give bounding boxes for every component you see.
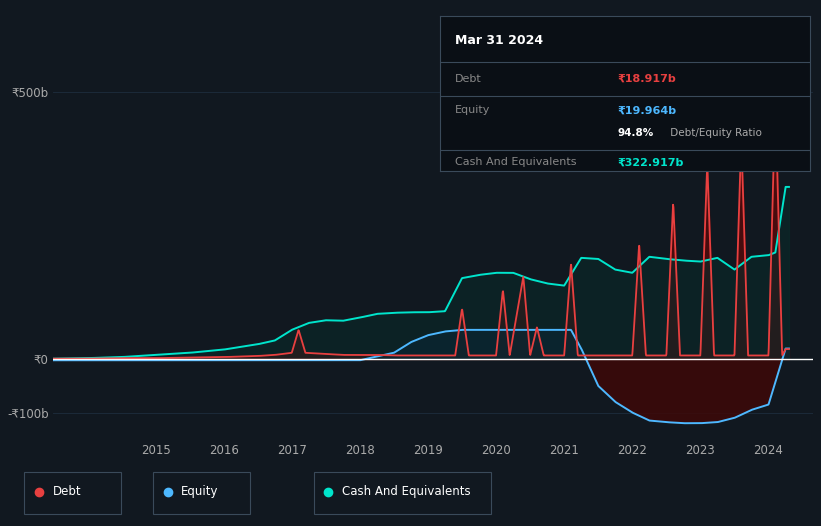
- Text: ₹19.964b: ₹19.964b: [617, 105, 677, 115]
- Text: Debt/Equity Ratio: Debt/Equity Ratio: [667, 128, 762, 138]
- Text: Mar 31 2024: Mar 31 2024: [455, 34, 543, 47]
- FancyBboxPatch shape: [153, 472, 250, 514]
- Text: ₹18.917b: ₹18.917b: [617, 74, 677, 84]
- Text: 94.8%: 94.8%: [617, 128, 654, 138]
- Text: Debt: Debt: [455, 74, 482, 84]
- Text: Equity: Equity: [455, 105, 490, 115]
- Text: Cash And Equivalents: Cash And Equivalents: [342, 485, 470, 498]
- Text: Debt: Debt: [53, 485, 81, 498]
- FancyBboxPatch shape: [25, 472, 121, 514]
- Text: Equity: Equity: [181, 485, 218, 498]
- Text: Cash And Equivalents: Cash And Equivalents: [455, 157, 576, 167]
- FancyBboxPatch shape: [314, 472, 491, 514]
- Text: ₹322.917b: ₹322.917b: [617, 157, 684, 167]
